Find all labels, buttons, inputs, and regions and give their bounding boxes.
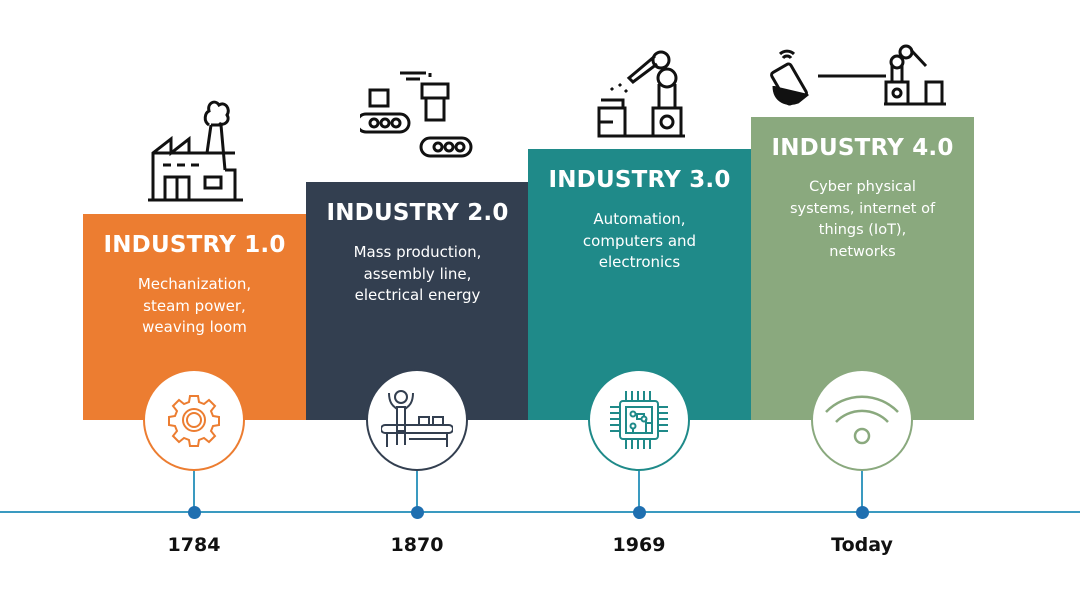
- timeline-connector: [193, 471, 195, 511]
- year-label: 1969: [612, 534, 666, 556]
- circle-industry-2: [366, 369, 468, 471]
- desc-line: electronics: [598, 253, 681, 271]
- desc-line: steam power,: [143, 296, 246, 315]
- desc-line: Mechanization,: [137, 275, 252, 293]
- wifi-icon: [825, 395, 899, 445]
- microchip-icon: [610, 391, 668, 449]
- year-label: 1784: [167, 534, 221, 556]
- gear-icon: [168, 395, 220, 447]
- year-label: 1870: [390, 534, 444, 556]
- desc-line: computers and: [582, 231, 697, 250]
- timeline-line: [0, 511, 1080, 513]
- desc-line: weaving loom: [142, 318, 247, 336]
- stage-title: INDUSTRY 4.0: [771, 135, 954, 161]
- circle-industry-1: [143, 369, 245, 471]
- year-label: Today: [831, 534, 893, 556]
- stage-description: Mass production, assembly line, electric…: [306, 242, 529, 307]
- desc-line: Automation,: [593, 210, 686, 228]
- stage-title: INDUSTRY 2.0: [326, 200, 509, 226]
- circle-industry-4: [811, 369, 913, 471]
- timeline-marker: [188, 506, 201, 519]
- stage-description: Automation, computers and electronics: [528, 209, 751, 274]
- stage-description: Cyber physical systems, internet of thin…: [751, 177, 974, 263]
- timeline-connector: [861, 471, 863, 511]
- desc-line: Cyber physical: [809, 179, 916, 195]
- desc-line: Mass production,: [353, 243, 482, 261]
- stage-title: INDUSTRY 1.0: [103, 232, 286, 258]
- desc-line: assembly line,: [363, 264, 472, 283]
- timeline-connector: [638, 471, 640, 511]
- robot-arm-icon: [597, 50, 685, 138]
- circle-industry-3: [588, 369, 690, 471]
- stage-description: Mechanization, steam power, weaving loom: [83, 274, 306, 339]
- timeline-connector: [416, 471, 418, 511]
- desc-line: networks: [829, 243, 896, 260]
- stage-title: INDUSTRY 3.0: [548, 167, 731, 193]
- desc-line: electrical energy: [354, 286, 481, 304]
- timeline-marker: [411, 506, 424, 519]
- desc-line: systems, internet of: [789, 200, 936, 217]
- conveyor-machine-icon: [360, 71, 473, 158]
- timeline-marker: [633, 506, 646, 519]
- desc-line: things (IoT),: [818, 222, 907, 238]
- timeline-marker: [856, 506, 869, 519]
- smartphone-robot-connection-icon: [770, 44, 946, 106]
- factory-icon: [148, 100, 243, 202]
- assembly-line-worker-icon: [381, 390, 453, 447]
